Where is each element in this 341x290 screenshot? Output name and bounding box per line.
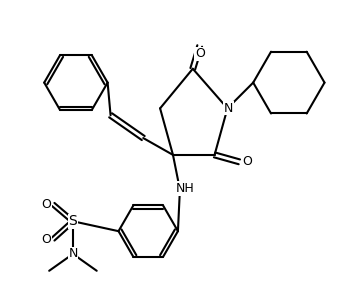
Text: N: N — [68, 247, 78, 260]
Text: O: O — [242, 155, 252, 168]
Text: NH: NH — [176, 182, 194, 195]
Text: S: S — [69, 214, 77, 228]
Text: O: O — [195, 47, 205, 60]
Text: N: N — [224, 102, 233, 115]
Text: O: O — [41, 233, 51, 246]
Text: O: O — [41, 198, 51, 211]
